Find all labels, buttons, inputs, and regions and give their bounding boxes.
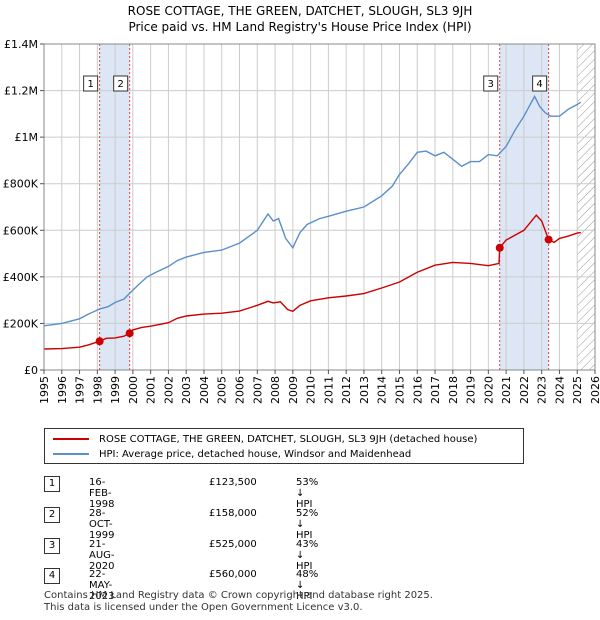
sale-label-number: 2	[117, 79, 123, 90]
sale-point	[95, 337, 104, 346]
transaction-price: £158,000	[209, 508, 257, 519]
x-tick-label: 2011	[322, 376, 335, 404]
transaction-hpi-diff: 43% ↓ HPI	[296, 539, 319, 572]
x-tick-label: 2022	[518, 376, 531, 404]
x-tick-label: 1998	[91, 376, 104, 404]
transaction-number-badge: 2	[44, 507, 60, 523]
x-tick-label: 2016	[411, 376, 424, 404]
sale-point	[495, 243, 504, 252]
transaction-number-badge: 3	[44, 538, 60, 554]
x-tick-label: 2006	[234, 376, 247, 404]
x-tick-label: 2019	[465, 376, 478, 404]
x-tick-label: 2014	[376, 376, 389, 404]
legend: ROSE COTTAGE, THE GREEN, DATCHET, SLOUGH…	[44, 428, 524, 464]
sale-label-number: 4	[536, 79, 542, 90]
x-tick-label: 2023	[536, 376, 549, 404]
y-tick-label: £1M	[15, 131, 39, 144]
x-tick-label: 2026	[589, 376, 600, 404]
transaction-date: 21-AUG-2020	[89, 539, 115, 572]
sale-point	[544, 235, 553, 244]
sale-label-number: 1	[87, 79, 93, 90]
transaction-hpi-diff: 48% ↓ HPI	[296, 569, 319, 602]
y-tick-label: £200K	[3, 317, 39, 330]
sale-point	[125, 329, 134, 338]
y-tick-label: £800K	[3, 178, 39, 191]
transaction-hpi-diff: 52% ↓ HPI	[296, 508, 319, 541]
x-tick-label: 2018	[447, 376, 460, 404]
chart-title: ROSE COTTAGE, THE GREEN, DATCHET, SLOUGH…	[127, 4, 473, 18]
x-tick-label: 2008	[269, 376, 282, 404]
x-tick-label: 2013	[358, 376, 371, 404]
x-tick-label: 1997	[74, 376, 87, 404]
x-tick-label: 2010	[305, 376, 318, 404]
sale-label-number: 3	[488, 79, 494, 90]
legend-swatch-hpi	[53, 453, 89, 455]
transaction-hpi-diff: 53% ↓ HPI	[296, 477, 319, 510]
y-tick-label: £1.2M	[4, 85, 38, 98]
x-tick-label: 2001	[145, 376, 158, 404]
y-tick-label: £600K	[3, 224, 39, 237]
sale-label-box	[532, 75, 548, 92]
chart-subtitle: Price paid vs. HM Land Registry's House …	[128, 20, 472, 34]
x-tick-label: 2007	[251, 376, 264, 404]
legend-item-price-paid: ROSE COTTAGE, THE GREEN, DATCHET, SLOUGH…	[53, 432, 477, 446]
y-tick-label: £400K	[3, 271, 39, 284]
x-tick-label: 1999	[109, 376, 122, 404]
legend-item-hpi: HPI: Average price, detached house, Wind…	[53, 447, 411, 461]
plot-frame	[43, 43, 596, 371]
transaction-number-badge: 1	[44, 476, 60, 492]
transaction-price: £123,500	[209, 477, 257, 488]
hatched-forecast-area	[577, 44, 595, 370]
footer-license: This data is licensed under the Open Gov…	[44, 602, 363, 613]
y-tick-label: £1.4M	[4, 38, 38, 51]
x-tick-label: 2025	[571, 376, 584, 404]
transaction-date: 16-FEB-1998	[89, 477, 115, 510]
transaction-number-badge: 4	[44, 568, 60, 584]
x-tick-label: 2017	[429, 376, 442, 404]
hpi-line	[44, 94, 582, 327]
x-tick-label: 1996	[56, 376, 69, 404]
x-tick-label: 2000	[127, 376, 140, 404]
transaction-date: 28-OCT-1999	[89, 508, 115, 541]
x-tick-label: 2003	[180, 376, 193, 404]
y-tick-label: £0	[24, 364, 38, 377]
x-tick-label: 2021	[500, 376, 513, 404]
x-tick-label: 2004	[198, 376, 211, 404]
legend-swatch-price-paid	[53, 438, 89, 440]
transaction-price: £560,000	[209, 569, 257, 580]
x-tick-label: 1995	[38, 376, 51, 404]
x-tick-label: 2020	[482, 376, 495, 404]
legend-label-hpi: HPI: Average price, detached house, Wind…	[99, 448, 412, 460]
sale-label-box	[83, 75, 99, 92]
x-tick-label: 2005	[216, 376, 229, 404]
sale-label-box	[483, 75, 499, 92]
transaction-date: 22-MAY-2023	[89, 569, 115, 602]
x-tick-label: 2012	[340, 376, 353, 404]
x-tick-label: 2015	[393, 376, 406, 404]
x-tick-label: 2002	[162, 376, 175, 404]
price-chart: 1 2 3 4 £0 £200K £400K £600K £800K £1M £1.2M £1.4M 1…	[3, 38, 600, 404]
footer-copyright: Contains HM Land Registry data © Crown c…	[44, 590, 433, 601]
x-tick-label: 2009	[287, 376, 300, 404]
sale-label-box	[113, 75, 129, 92]
legend-label-price-paid: ROSE COTTAGE, THE GREEN, DATCHET, SLOUGH…	[99, 433, 478, 445]
x-tick-label: 2024	[553, 376, 566, 404]
transaction-price: £525,000	[209, 539, 257, 550]
